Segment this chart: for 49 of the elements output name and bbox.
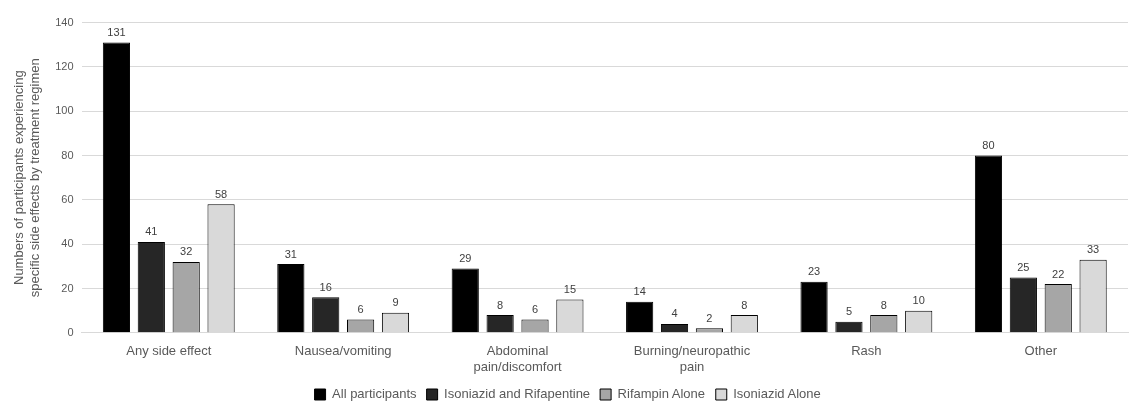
bar <box>800 281 828 333</box>
bar <box>277 264 305 333</box>
bar <box>626 301 654 333</box>
y-tick-label: 60 <box>61 192 74 205</box>
data-label: 8 <box>741 298 748 311</box>
legend-label: Rifampin Alone <box>617 386 706 402</box>
data-label: 9 <box>392 296 399 309</box>
y-axis-title: Numbers of participants experiencing specific side effects by treatment regimen <box>11 58 42 298</box>
data-label: 22 <box>1052 267 1065 280</box>
y-tick-label: 120 <box>55 59 74 72</box>
y-tick-label: 140 <box>55 15 74 28</box>
x-tick-label: Any side effect <box>126 343 212 359</box>
data-label: 5 <box>845 305 853 318</box>
legend-label: Isoniazid and Rifapentine <box>444 386 591 402</box>
data-label: 58 <box>214 187 228 200</box>
data-label: 80 <box>982 139 995 152</box>
data-label: 16 <box>319 280 332 293</box>
y-tick-label: 20 <box>61 281 74 294</box>
bar <box>102 42 131 333</box>
data-label: 10 <box>912 294 925 307</box>
data-label: 8 <box>880 298 887 311</box>
data-label: 31 <box>284 247 297 260</box>
legend-label: All participants <box>332 386 418 402</box>
data-label: 4 <box>671 307 678 320</box>
x-tick-label: Burning/neuropathic pain <box>633 343 751 374</box>
data-label: 23 <box>807 265 821 278</box>
data-label: 6 <box>357 303 364 316</box>
x-tick-label: Abdominal pain/discomfort <box>473 343 563 374</box>
x-tick-label: Other <box>1024 343 1058 359</box>
data-label: 25 <box>1017 260 1030 273</box>
y-tick-label: 40 <box>61 237 74 250</box>
data-label: 131 <box>107 26 126 39</box>
data-label: 41 <box>145 225 158 238</box>
data-label: 32 <box>180 245 193 258</box>
y-tick-label: 80 <box>61 148 74 161</box>
data-label: 6 <box>531 303 539 316</box>
data-label: 29 <box>459 252 472 265</box>
data-label: 15 <box>563 283 577 296</box>
data-label: 2 <box>706 311 713 324</box>
data-label: 33 <box>1086 243 1100 256</box>
x-tick-label: Nausea/vomiting <box>294 343 392 359</box>
y-tick-label: 100 <box>55 104 74 117</box>
data-label: 8 <box>497 298 504 311</box>
x-tick-label: Rash <box>851 343 882 359</box>
legend-label: Isoniazid Alone <box>733 386 821 402</box>
y-tick-label: 0 <box>67 325 74 338</box>
data-label: 14 <box>633 285 646 298</box>
bar <box>451 268 479 333</box>
bar <box>974 155 1003 333</box>
